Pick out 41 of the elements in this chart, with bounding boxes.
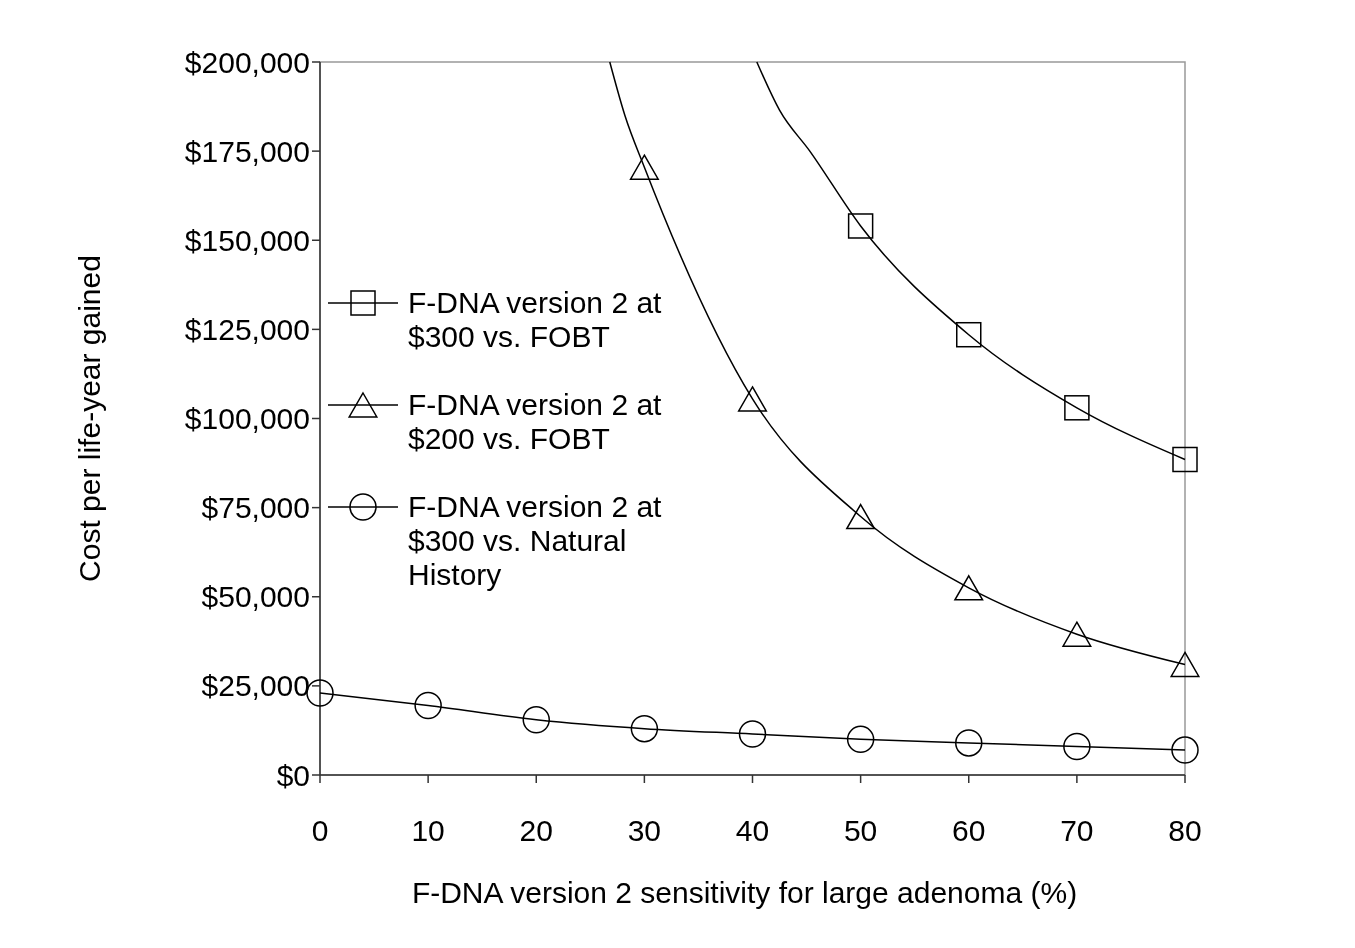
point (522, 705, 550, 734)
point (737, 386, 768, 412)
point (1063, 732, 1091, 761)
x-tick-label: 10 (411, 814, 445, 847)
y-axis-title: Cost per life-year gained (73, 255, 106, 582)
y-tick-label: $50,000 (201, 580, 310, 614)
x-axis-title: F-DNA version 2 sensitivity for large adenoma (%) (411, 876, 1078, 909)
x-tick-label: 80 (1168, 814, 1202, 847)
y-tick-label: $25,000 (201, 669, 310, 703)
y-tick-label: $75,000 (201, 491, 310, 525)
point (1172, 446, 1198, 473)
x-tick-label: 50 (843, 814, 878, 847)
point (846, 725, 875, 754)
y-tick-label: $175,000 (184, 134, 310, 168)
x-tick-label: 60 (952, 814, 986, 847)
y-tick-label: $100,000 (184, 402, 310, 435)
x-tick-label: 20 (519, 814, 553, 847)
point (955, 729, 983, 757)
point (630, 714, 659, 743)
x-tick-label: 70 (1060, 814, 1094, 847)
legend-label: F-DNA version 2 at $200 vs. FOBT (408, 388, 663, 455)
point (1064, 395, 1090, 421)
point (414, 691, 442, 720)
point (846, 503, 876, 530)
legend-label: F-DNA version 2 at $300 vs. Natural History (408, 490, 663, 591)
legend-label: F-DNA version 2 at $300 vs. FOBT (408, 286, 663, 353)
x-tick-label: 40 (735, 814, 770, 847)
point (956, 321, 982, 348)
point (1062, 621, 1092, 647)
point (954, 575, 984, 601)
point (1171, 736, 1199, 764)
point (629, 154, 659, 180)
point (738, 720, 767, 748)
point (1170, 651, 1200, 678)
y-tick-label: $150,000 (184, 223, 310, 257)
x-tick-label: 30 (627, 814, 662, 847)
y-tick-label: $0 (276, 758, 310, 792)
y-tick-label: $200,000 (184, 45, 310, 79)
point (847, 213, 874, 239)
y-tick-label: $125,000 (184, 312, 310, 346)
x-tick-label: 0 (311, 814, 329, 847)
